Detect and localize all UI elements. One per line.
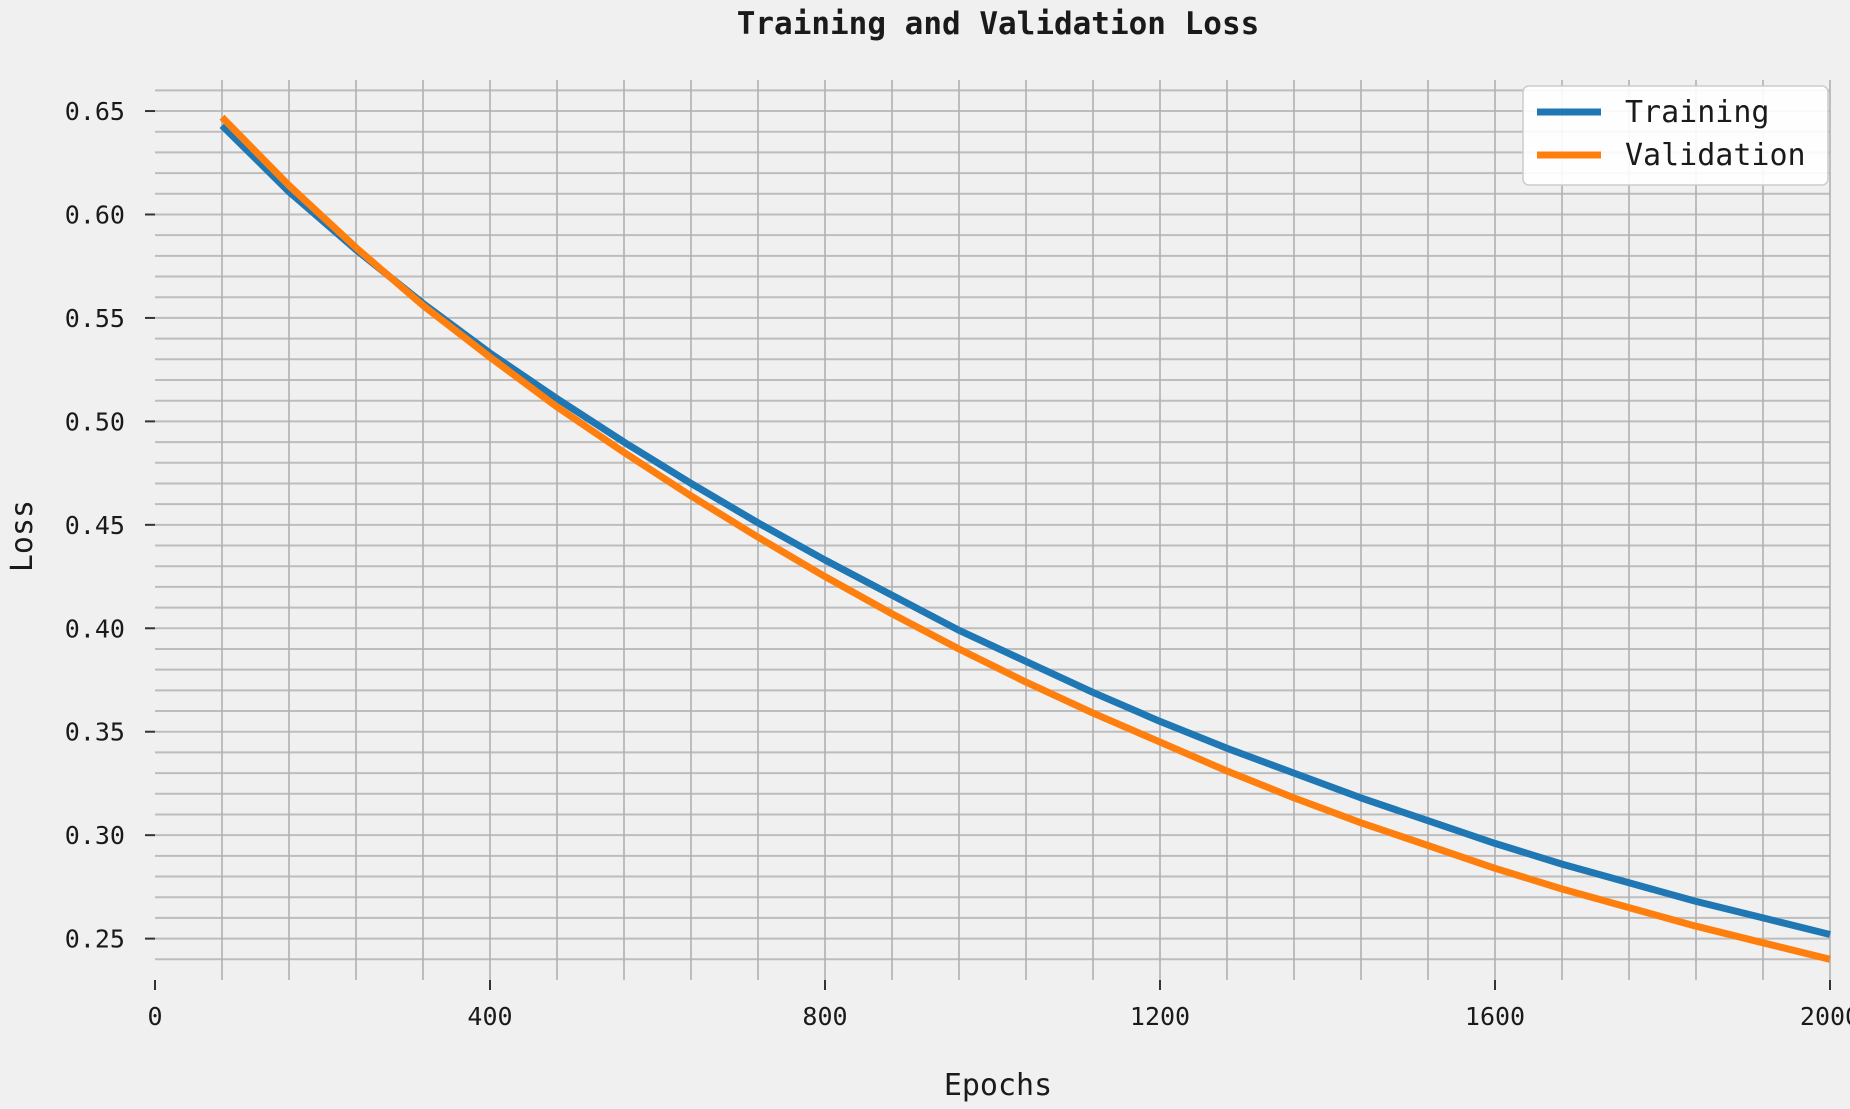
y-tick-label: 0.40 [65, 614, 125, 643]
y-tick-label: 0.25 [65, 925, 125, 954]
x-tick-label: 0 [147, 1002, 162, 1031]
x-tick-label: 800 [802, 1002, 847, 1031]
x-tick-label: 400 [467, 1002, 512, 1031]
grid [155, 80, 1831, 980]
legend-label-validation: Validation [1625, 138, 1806, 173]
y-tick-label: 0.30 [65, 821, 125, 850]
series-line-validation [219, 114, 1831, 963]
y-tick-label: 0.45 [65, 511, 125, 540]
y-tick-label: 0.50 [65, 407, 125, 436]
legend-label-training: Training [1625, 95, 1770, 130]
y-tick-label: 0.60 [65, 200, 125, 229]
x-tick-label: 1200 [1130, 1002, 1190, 1031]
y-tick-label: 0.65 [65, 97, 125, 126]
legend: Training Validation [1522, 85, 1829, 186]
series-lines [219, 114, 1831, 963]
y-tick-label: 0.55 [65, 304, 125, 333]
y-axis-label: Loss [5, 500, 40, 572]
chart-title: Training and Validation Loss [737, 6, 1260, 42]
x-axis-label: Epochs [944, 1068, 1052, 1103]
x-tick-label: 1600 [1465, 1002, 1525, 1031]
y-tick-label: 0.35 [65, 718, 125, 747]
